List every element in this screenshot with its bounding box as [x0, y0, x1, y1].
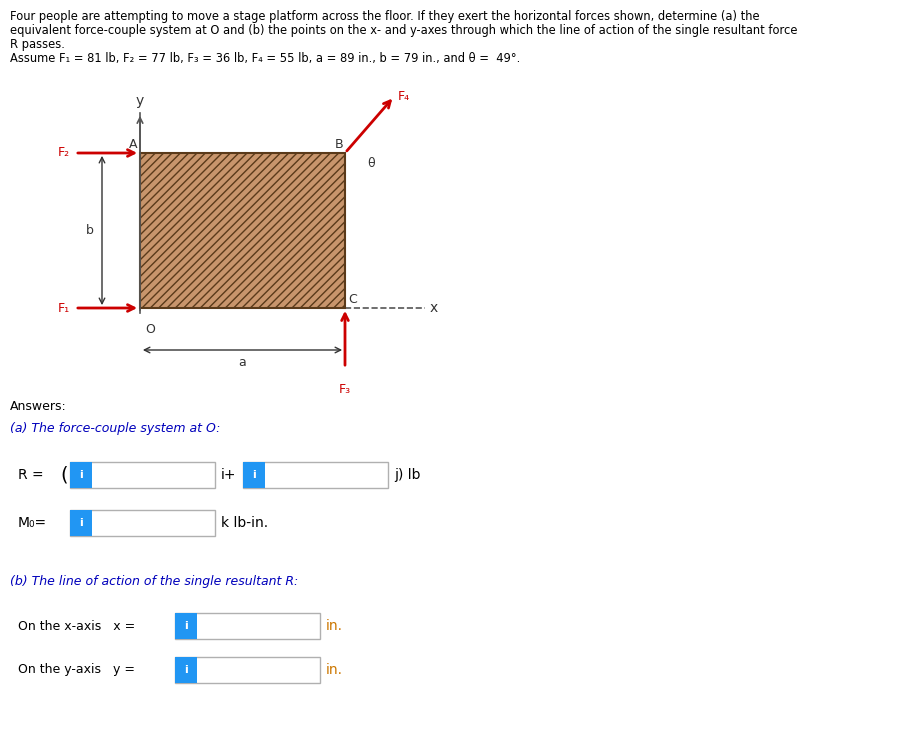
Bar: [70, 462, 92, 488]
Bar: [70, 510, 215, 536]
Text: in.: in.: [326, 619, 343, 633]
Text: (a) The force-couple system at O:: (a) The force-couple system at O:: [10, 422, 220, 435]
Text: i: i: [184, 665, 188, 675]
Text: i: i: [184, 621, 188, 631]
Text: Assume F₁ = 81 lb, F₂ = 77 lb, F₃ = 36 lb, F₄ = 55 lb, a = 89 in., b = 79 in., a: Assume F₁ = 81 lb, F₂ = 77 lb, F₃ = 36 l…: [10, 52, 521, 65]
Bar: [175, 613, 197, 639]
Text: k lb-in.: k lb-in.: [221, 516, 268, 530]
Text: B: B: [335, 138, 343, 151]
Text: i: i: [79, 470, 83, 480]
Bar: [175, 657, 320, 683]
Text: A: A: [129, 138, 137, 151]
Text: F₂: F₂: [58, 147, 70, 160]
Text: i+: i+: [221, 468, 237, 482]
Text: b: b: [86, 224, 94, 237]
Text: F₄: F₄: [398, 90, 410, 103]
Text: θ: θ: [367, 157, 375, 170]
Bar: [175, 613, 320, 639]
Text: C: C: [348, 293, 356, 306]
Text: Answers:: Answers:: [10, 400, 67, 413]
Text: y: y: [136, 94, 144, 108]
Text: On the y-axis   y =: On the y-axis y =: [18, 664, 135, 676]
Text: On the x-axis   x =: On the x-axis x =: [18, 619, 135, 633]
Text: M₀=: M₀=: [18, 516, 47, 530]
Text: a: a: [239, 356, 247, 369]
Bar: [243, 462, 265, 488]
Text: O: O: [145, 323, 155, 336]
Text: Four people are attempting to move a stage platform across the floor. If they ex: Four people are attempting to move a sta…: [10, 10, 760, 23]
Text: i: i: [252, 470, 256, 480]
Bar: [243, 462, 388, 488]
Text: equivalent force-couple system at O and (b) the points on the x- and y-axes thro: equivalent force-couple system at O and …: [10, 24, 797, 37]
Bar: [140, 153, 345, 308]
Text: (b) The line of action of the single resultant R:: (b) The line of action of the single res…: [10, 575, 298, 588]
Bar: [70, 510, 92, 536]
Text: x: x: [430, 301, 438, 315]
Text: j) lb: j) lb: [394, 468, 421, 482]
Bar: [175, 657, 197, 683]
Text: F₃: F₃: [339, 383, 351, 396]
Text: in.: in.: [326, 663, 343, 677]
Text: i: i: [79, 518, 83, 528]
Text: R passes.: R passes.: [10, 38, 65, 51]
Bar: [70, 462, 215, 488]
Text: F₁: F₁: [58, 301, 70, 314]
Text: R =: R =: [18, 468, 44, 482]
Text: (: (: [60, 465, 67, 485]
